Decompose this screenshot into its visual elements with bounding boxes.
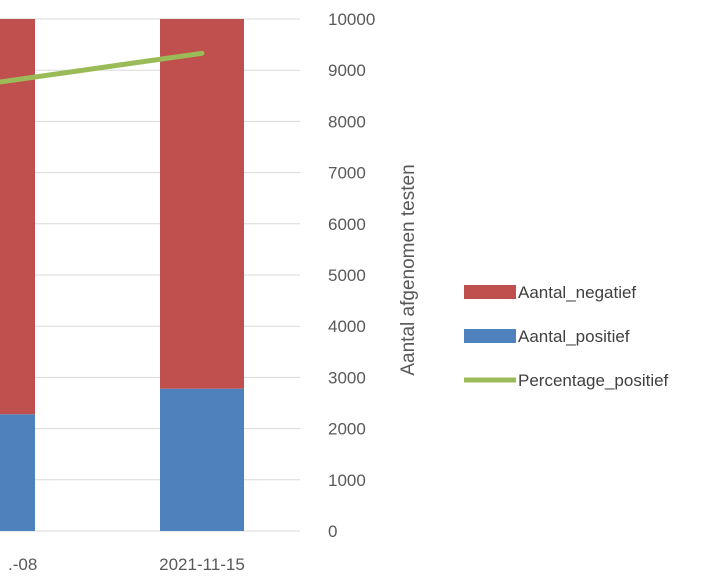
bar-aantal-negatief xyxy=(0,19,35,415)
x-tick-label: 2021-11-15 xyxy=(159,555,245,574)
y-tick-label: 3000 xyxy=(328,368,366,387)
bars xyxy=(0,19,244,531)
y-tick-label: 10000 xyxy=(328,10,375,29)
y-tick-label: 8000 xyxy=(328,112,366,131)
legend: Aantal_negatief Aantal_positief Percentage… xyxy=(464,283,669,390)
x-axis-ticks: .-08 2021-11-15 xyxy=(8,555,245,574)
y-tick-label: 4000 xyxy=(328,317,366,336)
x-tick-label: .-08 xyxy=(8,555,37,574)
legend-swatch xyxy=(464,285,516,299)
y-tick-label: 2000 xyxy=(328,420,366,439)
y-tick-label: 6000 xyxy=(328,215,366,234)
y-tick-label: 1000 xyxy=(328,471,366,490)
y-tick-label: 9000 xyxy=(328,61,366,80)
legend-label: Aantal_negatief xyxy=(518,283,636,302)
bar-aantal-negatief xyxy=(160,19,244,389)
legend-label: Aantal_positief xyxy=(518,327,630,346)
legend-label: Percentage_positief xyxy=(518,371,669,390)
line-percentage-positief xyxy=(0,50,205,85)
y-axis-title: Aantal afgenomen testen xyxy=(398,164,419,375)
legend-swatch xyxy=(464,329,516,343)
y-tick-label: 5000 xyxy=(328,266,366,285)
bar-aantal-positief xyxy=(160,388,244,531)
bar-aantal-positief xyxy=(0,414,35,531)
line-series xyxy=(0,50,205,85)
y-tick-label: 7000 xyxy=(328,164,366,183)
y-axis-ticks: 0 1000 2000 3000 4000 5000 6000 7000 8000 9000 100… xyxy=(328,10,375,541)
y-tick-label: 0 xyxy=(328,522,337,541)
gridlines xyxy=(0,18,300,532)
